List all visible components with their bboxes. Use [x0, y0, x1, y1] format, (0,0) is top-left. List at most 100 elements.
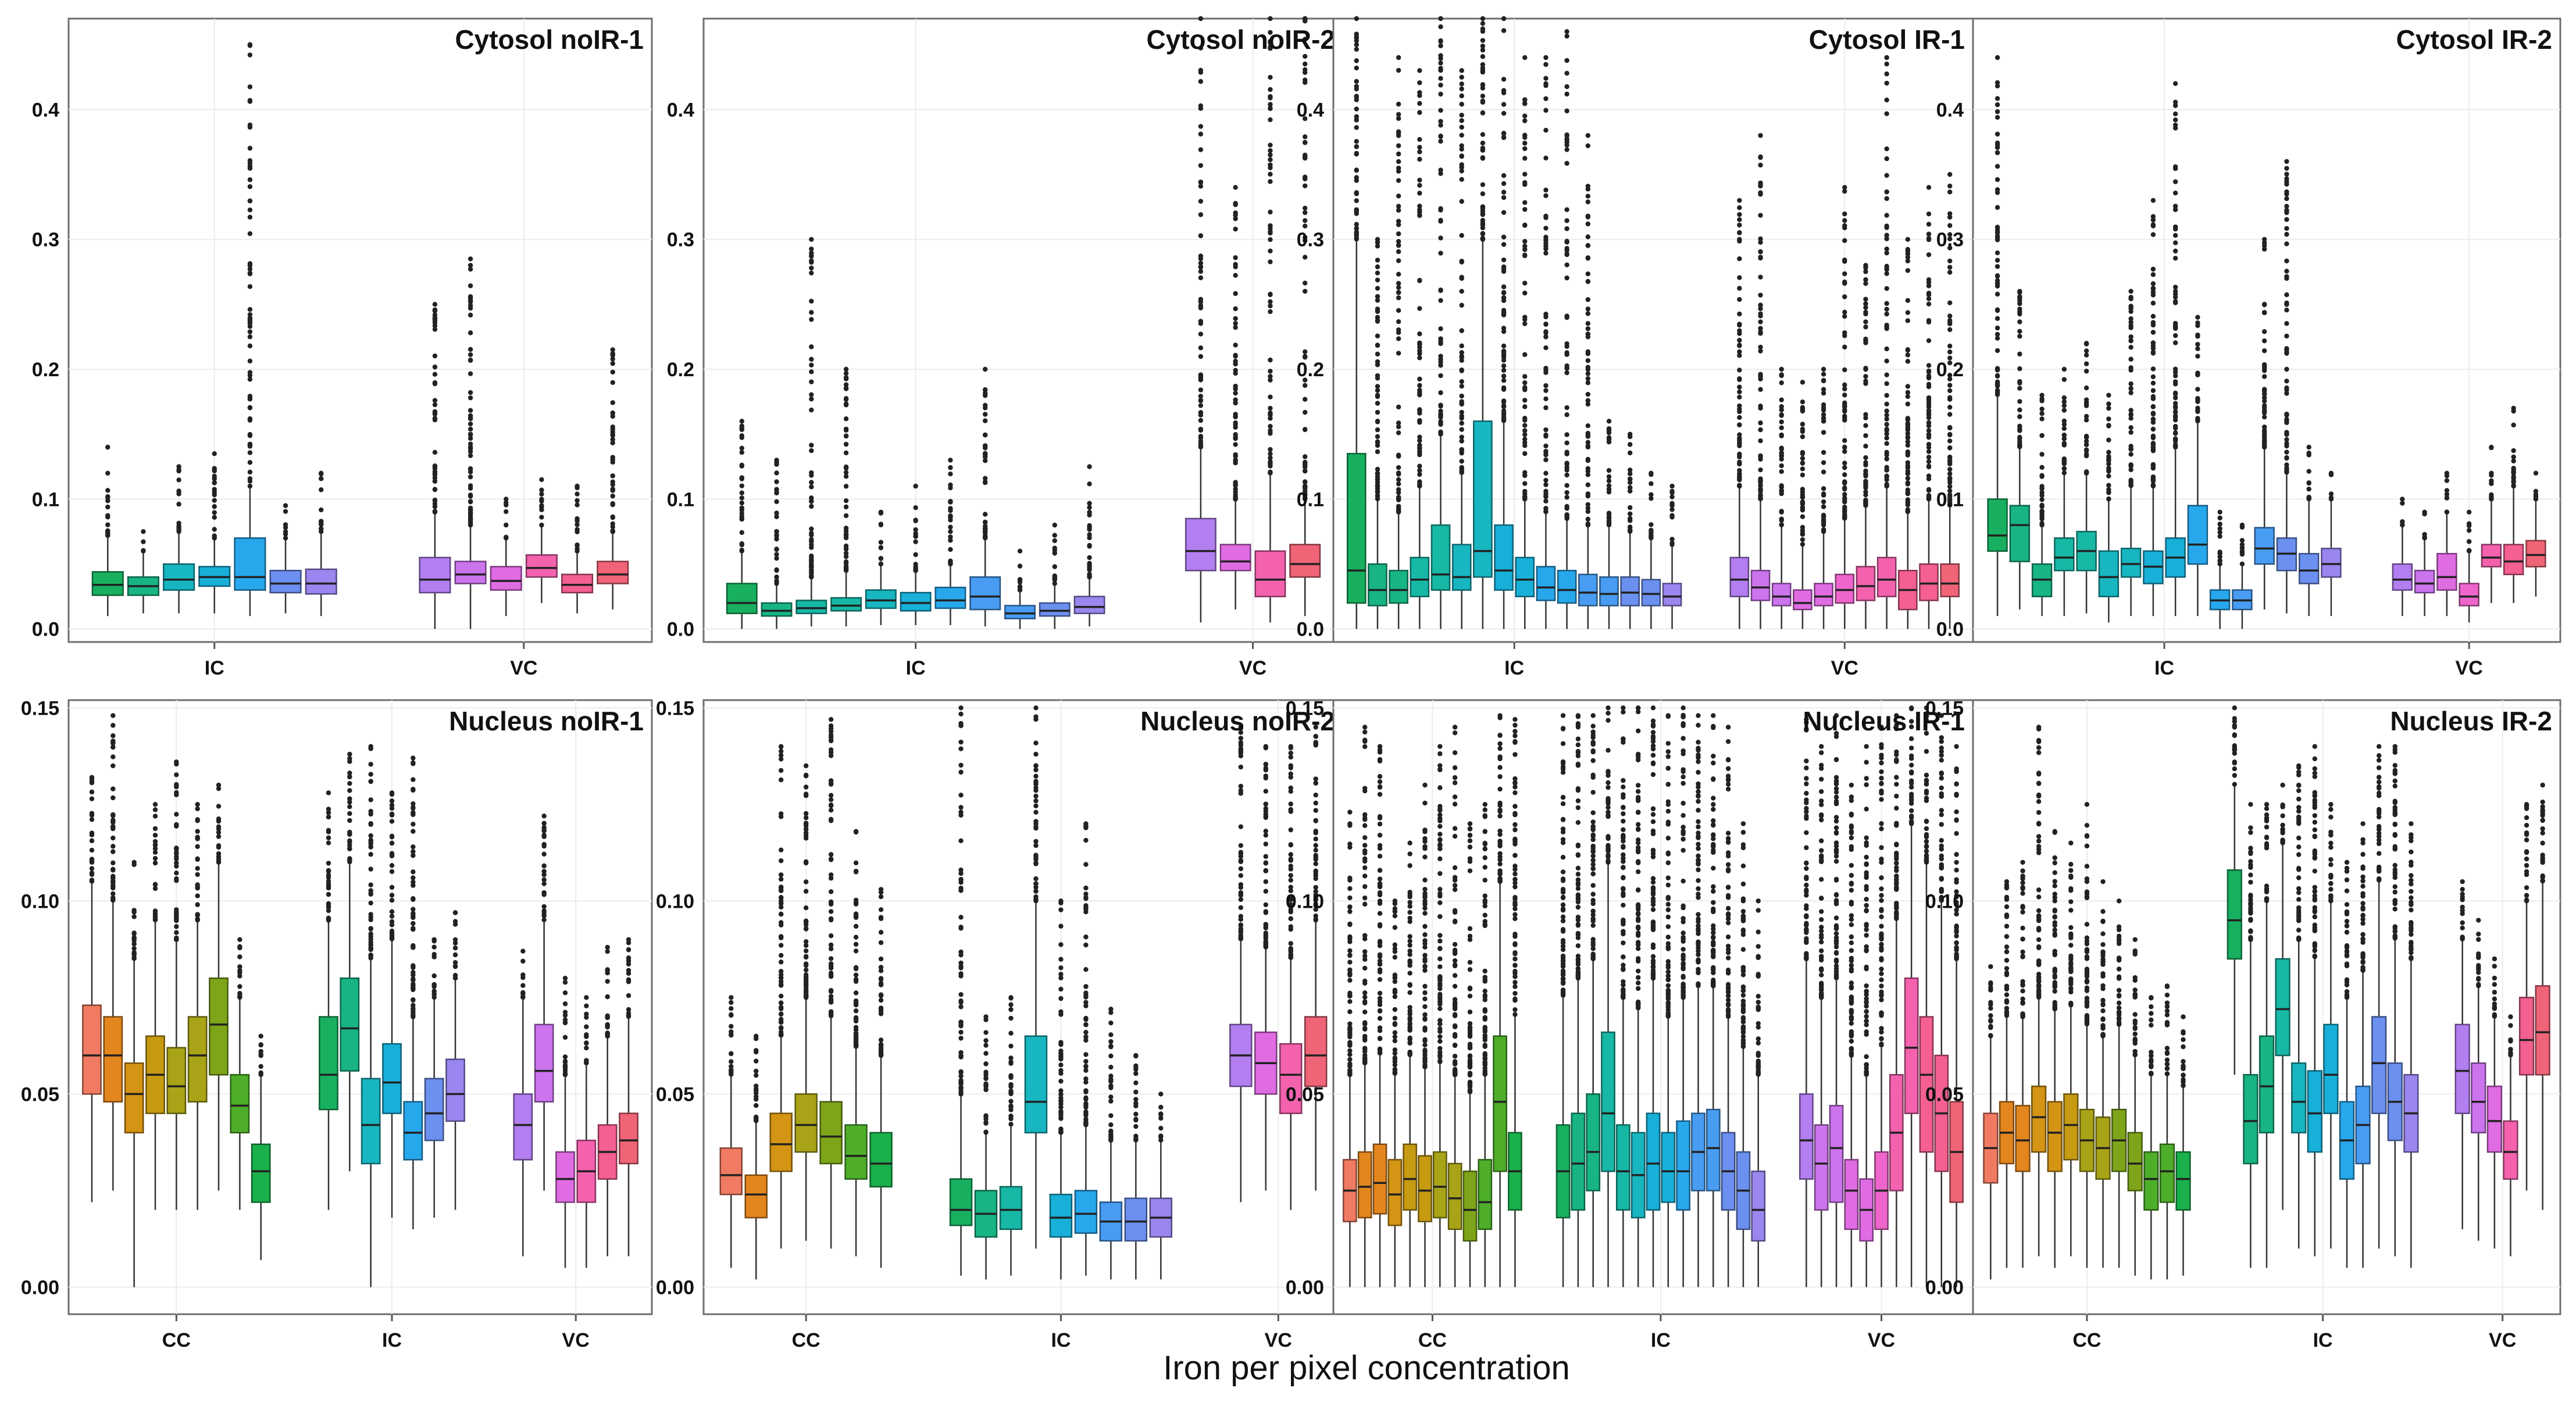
outlier-point — [809, 362, 814, 368]
panel-title: Cytosol noIR-2 — [1146, 24, 1335, 55]
outlier-point — [1737, 275, 1742, 280]
outlier-point — [1087, 535, 1092, 541]
outlier-point — [1884, 146, 1889, 152]
box-body — [91, 571, 124, 596]
box-body — [2459, 583, 2479, 607]
outlier-point — [562, 1009, 568, 1015]
outlier-point — [152, 860, 158, 866]
outlier-point — [1058, 972, 1064, 977]
outlier-point — [1758, 344, 1763, 350]
outlier-point — [779, 1011, 784, 1017]
outlier-point — [2195, 315, 2200, 320]
outlier-point — [828, 917, 834, 923]
outlier-point — [1313, 743, 1318, 748]
outlier-point — [1522, 238, 1528, 244]
outlier-point — [1438, 167, 1443, 173]
box-IC-7 — [934, 458, 966, 625]
outlier-point — [1585, 391, 1591, 397]
outlier-point — [2217, 526, 2222, 531]
outlier-point — [2061, 461, 2067, 466]
outlier-point — [774, 578, 779, 584]
outlier-point — [411, 755, 416, 761]
outlier-point — [1058, 1009, 1064, 1015]
outlier-point — [983, 402, 988, 408]
outlier-point — [1303, 218, 1308, 223]
outlier-point — [1585, 351, 1591, 356]
outlier-point — [541, 911, 547, 916]
outlier-point — [1233, 436, 1238, 441]
outlier-point — [1052, 564, 1058, 569]
outlier-point — [1585, 221, 1591, 227]
outlier-point — [958, 705, 964, 711]
outlier-point — [853, 990, 859, 996]
outlier-point — [2172, 233, 2178, 238]
outlier-point — [575, 518, 580, 524]
outlier-point — [1863, 301, 1868, 306]
outlier-point — [1821, 405, 1826, 411]
outlier-point — [1396, 509, 1401, 515]
outlier-point — [1649, 495, 1654, 501]
outlier-point — [729, 995, 734, 1000]
x-category-label: CC — [792, 1329, 820, 1351]
outlier-point — [1501, 284, 1507, 290]
outlier-point — [1263, 854, 1268, 859]
outlier-point — [1362, 1060, 1368, 1066]
outlier-point — [1905, 476, 1911, 481]
outlier-point — [2150, 320, 2156, 325]
outlier-point — [1522, 252, 1528, 258]
outlier-point — [853, 934, 859, 940]
outlier-point — [1758, 427, 1763, 433]
outlier-point — [468, 431, 473, 437]
outlier-point — [468, 466, 473, 472]
outlier-point — [1377, 744, 1383, 749]
outlier-point — [319, 526, 324, 531]
outlier-point — [326, 861, 331, 866]
outlier-point — [843, 554, 849, 559]
outlier-point — [1396, 336, 1401, 341]
outlier-point — [2172, 438, 2178, 444]
outlier-point — [1263, 944, 1268, 950]
outlier-point — [803, 991, 809, 996]
outlier-point — [195, 857, 200, 862]
outlier-point — [1501, 130, 1507, 136]
outlier-point — [1995, 307, 2000, 312]
outlier-point — [774, 529, 779, 534]
outlier-point — [1033, 793, 1039, 799]
outlier-point — [584, 1024, 589, 1029]
outlier-point — [1198, 427, 1204, 433]
outlier-point — [1233, 255, 1238, 261]
outlier-point — [131, 914, 137, 919]
outlier-point — [1354, 144, 1360, 149]
outlier-point — [1375, 270, 1380, 276]
outlier-point — [504, 502, 509, 508]
outlier-point — [1501, 257, 1507, 263]
outlier-point — [2083, 433, 2089, 439]
outlier-point — [2172, 431, 2178, 436]
outlier-point — [283, 503, 288, 508]
outlier-point — [1522, 440, 1528, 445]
outlier-point — [2017, 309, 2022, 315]
outlier-point — [1268, 416, 1273, 421]
outlier-point — [584, 1034, 589, 1039]
outlier-point — [1354, 208, 1360, 214]
outlier-point — [89, 789, 95, 795]
box-body — [744, 1174, 768, 1219]
outlier-point — [1083, 821, 1089, 826]
outlier-point — [626, 956, 631, 961]
outlier-point — [1375, 243, 1380, 249]
outlier-point — [1198, 387, 1204, 393]
outlier-point — [1396, 112, 1401, 117]
outlier-point — [1083, 1000, 1089, 1005]
outlier-point — [541, 892, 547, 897]
box-body — [1389, 569, 1408, 604]
outlier-point — [584, 1046, 589, 1051]
outlier-point — [779, 896, 784, 901]
outlier-point — [1585, 505, 1591, 511]
outlier-point — [1926, 368, 1932, 374]
outlier-point — [1863, 485, 1868, 490]
outlier-point — [468, 283, 473, 288]
outlier-point — [2106, 416, 2111, 422]
outlier-point — [1947, 349, 1953, 355]
outlier-point — [809, 563, 814, 568]
outlier-point — [504, 509, 509, 515]
